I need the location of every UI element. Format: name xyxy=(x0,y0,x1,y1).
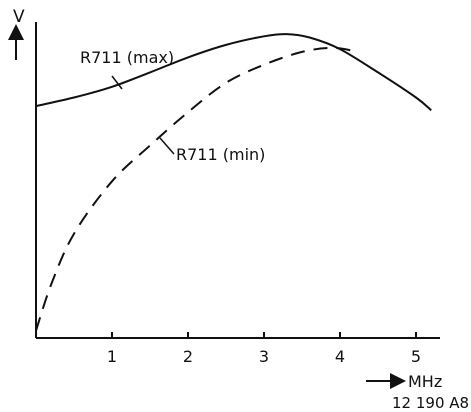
x-tick-label: 1 xyxy=(107,347,117,366)
series-label-min-leader xyxy=(159,137,175,155)
x-tick-label: 2 xyxy=(183,347,193,366)
x-tick-label: 4 xyxy=(335,347,345,366)
x-tick-label: 3 xyxy=(259,347,269,366)
series-line-min xyxy=(35,46,356,332)
series-line-max xyxy=(35,33,432,112)
x-tick-label: 5 xyxy=(411,347,421,366)
figure-code: 12 190 A8 xyxy=(392,394,469,412)
series-label-max: R711 (max) xyxy=(80,48,174,67)
x-axis-label: MHz xyxy=(408,372,442,391)
series-label-max-leader xyxy=(111,75,123,90)
y-axis-label: V xyxy=(13,7,25,27)
series-label-min: R711 (min) xyxy=(176,145,265,164)
